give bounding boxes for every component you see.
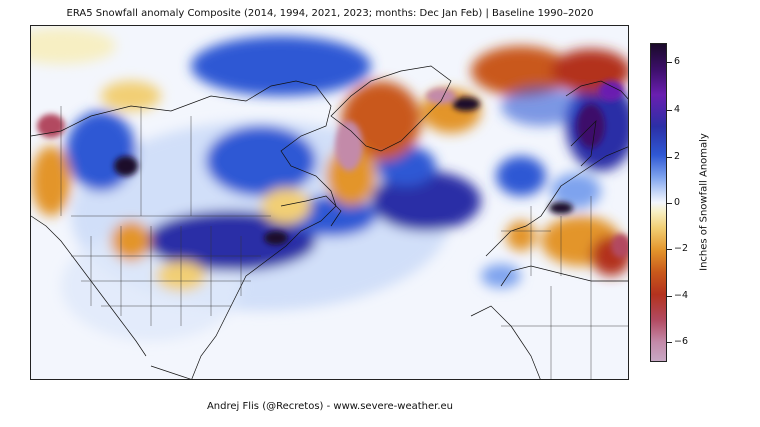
- snowfall-anomaly-map: [30, 25, 629, 380]
- colorbar-tick: [667, 110, 672, 111]
- colorbar-tick: [667, 203, 672, 204]
- colorbar-tick-label: −2: [674, 243, 689, 254]
- author-credit: Andrej Flis (@Recretos) - www.severe-wea…: [206, 401, 454, 412]
- colorbar-tick: [667, 62, 672, 63]
- anomaly-field: [31, 28, 628, 341]
- colorbar-tick-label: 2: [674, 151, 681, 162]
- map-canvas: [31, 28, 628, 379]
- colorbar-tick-label: −4: [674, 290, 689, 301]
- map-title: ERA5 Snowfall anomaly Composite (2014, 1…: [66, 8, 594, 19]
- colorbar-tick-label: −6: [674, 336, 689, 347]
- colorbar-tick: [667, 249, 672, 250]
- colorbar-tick-label: 0: [674, 197, 681, 208]
- colorbar: [650, 43, 667, 362]
- colorbar-label: Inches of Snowfall Anomaly: [698, 133, 710, 271]
- political-borders: [60, 106, 628, 379]
- colorbar-tick-label: 6: [674, 56, 681, 67]
- colorbar-tick: [667, 296, 672, 297]
- colorbar-tick-label: 4: [674, 104, 681, 115]
- anomaly-extremes: [37, 81, 628, 258]
- colorbar-tick: [667, 342, 672, 343]
- colorbar-tick: [667, 157, 672, 158]
